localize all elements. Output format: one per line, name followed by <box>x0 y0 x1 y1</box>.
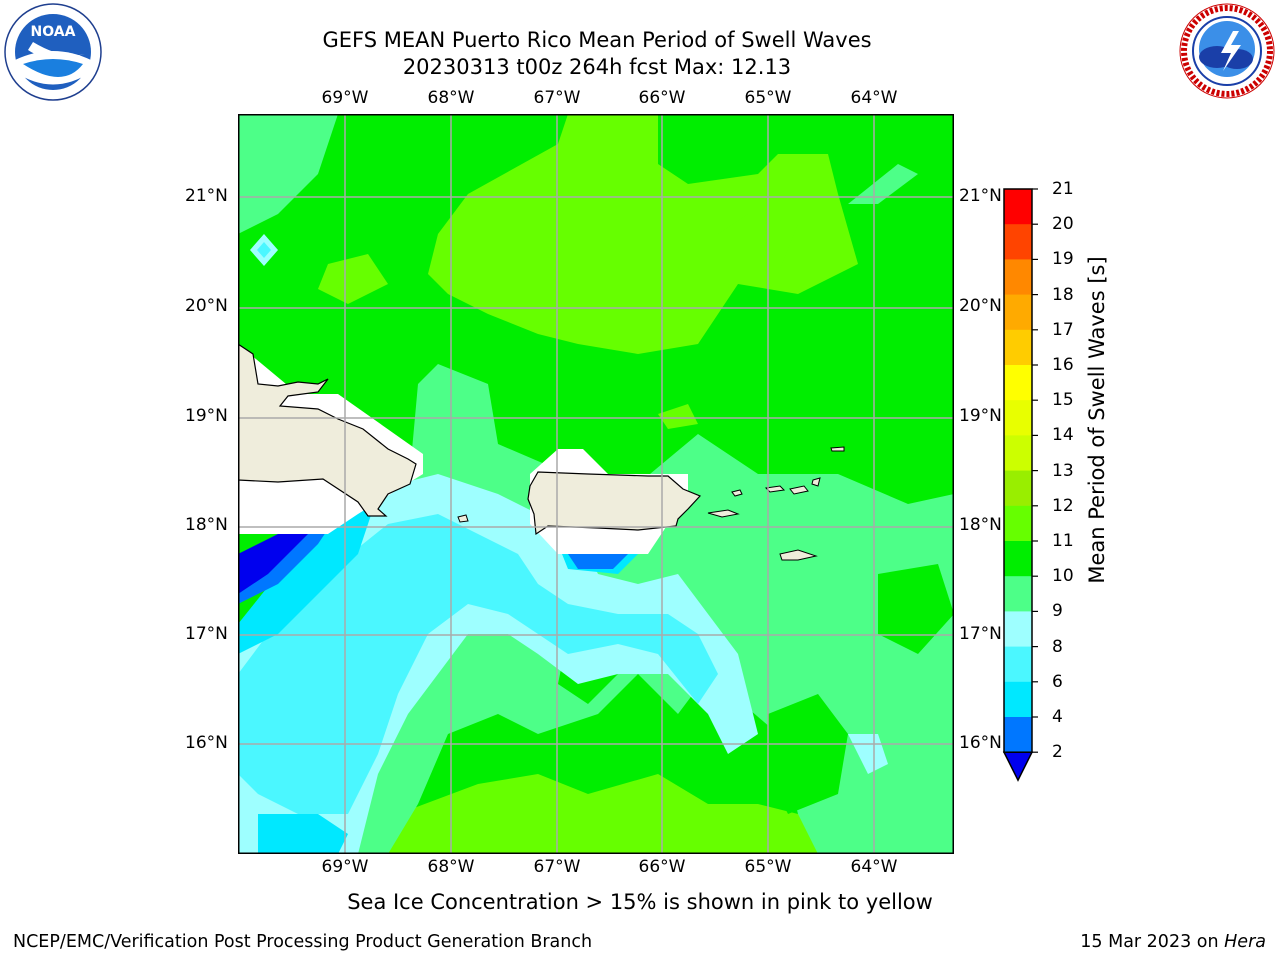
colorbar-tick-label: 12 <box>1052 495 1074 516</box>
colorbar-tick-label: 2 <box>1052 742 1063 763</box>
colorbar-segment-4 <box>1004 717 1032 753</box>
lat-label-left-21n: 21°N <box>185 186 228 206</box>
colorbar-under-extension <box>1002 751 1034 782</box>
land-anegada <box>830 446 845 452</box>
lon-label-top-64w: 64°W <box>850 88 898 108</box>
contour-12s-patch <box>318 254 388 304</box>
land-hispaniola <box>238 343 417 517</box>
lat-label-right-21n: 21°N <box>959 186 1002 206</box>
colorbar-segment-15 <box>1004 400 1032 436</box>
sea-ice-note: Sea Ice Concentration > 15% is shown in … <box>347 890 933 914</box>
colorbar-tick-label: 10 <box>1052 566 1074 587</box>
colorbar-segment-19 <box>1004 259 1032 296</box>
chart-subtitle-run: 20230313 t00z 264h fcst Max: 12.13 <box>402 55 792 79</box>
colorbar-tick-label: 9 <box>1052 601 1063 622</box>
colorbar-label: Mean Period of Swell Waves [s] <box>1085 256 1109 584</box>
lon-label-bottom-65w: 65°W <box>744 857 792 877</box>
colorbar-segment-14 <box>1004 435 1032 472</box>
colorbar-segment-21 <box>1004 189 1032 225</box>
colorbar-tick-label: 14 <box>1052 425 1074 446</box>
colorbar-tick-label: 15 <box>1052 390 1074 411</box>
contour-12s-patch2 <box>658 404 698 429</box>
contour-12s-east <box>718 214 798 274</box>
lon-label-bottom-67w: 67°W <box>533 857 581 877</box>
lat-label-left-20n: 20°N <box>185 296 228 316</box>
colorbar-tick-label: 8 <box>1052 636 1063 657</box>
colorbar-segment-18 <box>1004 294 1032 331</box>
land-virgin-islands-2 <box>789 485 809 495</box>
colorbar-segment-13 <box>1004 470 1032 507</box>
land-mona-island <box>457 514 469 523</box>
colorbar-segment-8 <box>1004 646 1032 683</box>
colorbar-segment-10 <box>1004 576 1032 612</box>
lat-label-right-18n: 18°N <box>959 515 1002 535</box>
colorbar-tick-label: 20 <box>1052 214 1074 235</box>
footer-branch: NCEP/EMC/Verification Post Processing Pr… <box>13 932 593 952</box>
contour-6s-south <box>258 814 348 854</box>
contour-10s-west <box>238 114 338 234</box>
colorbar-tick-label: 11 <box>1052 531 1074 551</box>
colorbar-segment-16 <box>1004 365 1032 401</box>
footer-date: 15 Mar 2023 on Hera <box>1080 932 1266 952</box>
colorbar-tick-label: 21 <box>1052 179 1074 199</box>
colorbar-tick-label: 18 <box>1052 284 1074 305</box>
contour-12s-north <box>428 114 858 354</box>
contour-11s-inset3 <box>878 564 954 654</box>
land-virgin-islands-3 <box>811 477 821 487</box>
chart-title: GEFS MEAN Puerto Rico Mean Period of Swe… <box>322 28 872 52</box>
colorbar-segment-6 <box>1004 681 1032 718</box>
lon-label-bottom-68w: 68°W <box>427 857 475 877</box>
noaa-logo-text: NOAA <box>31 24 76 40</box>
lon-label-top-67w: 67°W <box>533 88 581 108</box>
lat-label-left-19n: 19°N <box>185 406 228 426</box>
lat-label-right-17n: 17°N <box>959 624 1002 644</box>
lon-label-bottom-66w: 66°W <box>638 857 686 877</box>
lat-label-right-20n: 20°N <box>959 296 1002 316</box>
lat-label-right-19n: 19°N <box>959 406 1002 426</box>
colorbar-tick-label: 17 <box>1052 319 1074 340</box>
colorbar-tick-label: 6 <box>1052 671 1063 692</box>
colorbar-segment-20 <box>1004 224 1032 260</box>
colorbar-segment-17 <box>1004 329 1032 366</box>
land-st-croix <box>779 549 818 561</box>
contour-10s-ne <box>848 164 918 204</box>
lat-label-right-16n: 16°N <box>959 733 1002 753</box>
land-culebra <box>731 489 743 497</box>
colorbar-segment-9 <box>1004 611 1032 648</box>
map-frame <box>238 114 954 854</box>
noaa-logo: NOAA <box>4 3 102 101</box>
lat-label-left-17n: 17°N <box>185 624 228 644</box>
lon-label-top-66w: 66°W <box>638 88 686 108</box>
contour-4s-pr <box>568 554 628 569</box>
map-gridlines <box>238 114 954 854</box>
colorbar-segment-12 <box>1004 505 1032 542</box>
colorbar-tick-label: 19 <box>1052 249 1074 270</box>
contour-6s-west <box>238 494 378 654</box>
lat-label-left-18n: 18°N <box>185 515 228 535</box>
contour-8s-main <box>238 514 718 814</box>
footer-machine: Hera <box>1224 932 1266 952</box>
contour-6s-nw-diamond <box>257 242 271 258</box>
colorbar-segment-11 <box>1004 541 1032 577</box>
land-puerto-rico <box>527 471 702 536</box>
contour-11s-inset <box>768 694 848 814</box>
footer-date-text: 15 Mar 2023 on <box>1080 932 1225 952</box>
colorbar-tick-label: 16 <box>1052 355 1074 375</box>
lon-label-bottom-69w: 69°W <box>321 857 369 877</box>
colorbar-tick-label: 13 <box>1052 460 1074 481</box>
lon-label-bottom-64w: 64°W <box>850 857 898 877</box>
nws-logo <box>1179 3 1275 99</box>
colorbar <box>1002 188 1038 782</box>
colorbar-tick-label: 4 <box>1052 707 1063 727</box>
lat-label-left-16n: 16°N <box>185 733 228 753</box>
lon-label-top-69w: 69°W <box>321 88 369 108</box>
lon-label-top-68w: 68°W <box>427 88 475 108</box>
lon-label-top-65w: 65°W <box>744 88 792 108</box>
map-panel <box>238 114 954 854</box>
land-vieques <box>707 509 740 518</box>
contour-12s-south <box>388 774 888 854</box>
